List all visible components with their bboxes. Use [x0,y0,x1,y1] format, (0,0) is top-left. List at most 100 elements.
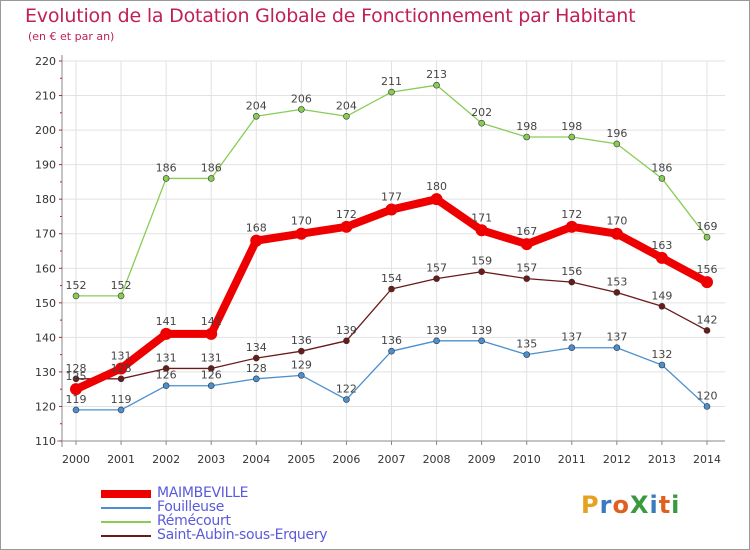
chart-title: Evolution de la Dotation Globale de Fonc… [25,5,636,27]
y-tick-label: 150 [35,297,56,310]
data-point-maimbeville [701,276,713,289]
data-label-maimbeville: 131 [111,349,132,362]
data-label-r-m-court: 198 [561,120,582,133]
data-label-saint-aubin-sous-erquery: 157 [426,262,447,275]
data-point-saint-aubin-sous-erquery [658,302,666,310]
series-saint-aubin-sous-erquery [72,268,711,383]
data-point-fouilleuse [433,337,440,345]
axes: 110 120 130 140 150 160 170 180 190 200 210 220 2000… [35,55,725,466]
data-label-saint-aubin-sous-erquery: 159 [471,255,492,268]
y-tick-label: 170 [35,228,56,241]
data-point-r-m-court [252,112,260,120]
data-point-maimbeville [385,203,398,216]
data-point-fouilleuse [613,344,621,352]
data-label-fouilleuse: 129 [291,358,312,371]
data-label-fouilleuse: 136 [381,334,402,347]
legend-label-remecourt: Rémécourt [157,513,231,529]
data-point-fouilleuse [388,347,395,355]
data-label-saint-aubin-sous-erquery: 153 [606,275,627,288]
x-tick-label: 2011 [558,453,586,466]
data-label-maimbeville: 170 [291,215,312,228]
logo-letter: i [649,491,659,519]
data-label-maimbeville: 163 [651,239,672,252]
data-point-maimbeville [520,238,533,251]
legend-swatch-saint-aubin [101,535,151,537]
chart-subtitle: (en € et par an) [28,30,115,43]
logo-letter: P [581,491,600,519]
x-tick-label: 2006 [332,453,360,466]
data-label-r-m-court: 196 [606,127,627,140]
data-point-fouilleuse [252,375,260,383]
x-tick-label: 2009 [468,453,496,466]
data-point-maimbeville [160,327,173,340]
data-label-fouilleuse: 126 [156,369,177,382]
data-point-saint-aubin-sous-erquery [252,354,260,362]
series-fouilleuse [72,337,711,414]
data-point-saint-aubin-sous-erquery [703,327,711,334]
data-label-saint-aubin-sous-erquery: 149 [651,289,672,302]
logo-letter: o [612,491,630,519]
data-label-fouilleuse: 126 [201,369,222,382]
data-point-fouilleuse [703,403,711,410]
data-point-saint-aubin-sous-erquery [613,289,621,296]
proxiti-logo: ProXiti [581,491,680,519]
data-label-saint-aubin-sous-erquery: 154 [381,272,402,285]
data-point-saint-aubin-sous-erquery [117,375,125,383]
data-label-maimbeville: 172 [336,208,357,221]
data-label-saint-aubin-sous-erquery: 139 [336,324,357,337]
data-point-maimbeville [475,224,488,237]
data-label-maimbeville: 156 [697,263,718,276]
data-point-fouilleuse [72,406,80,414]
data-label-saint-aubin-sous-erquery: 136 [291,334,312,347]
data-point-saint-aubin-sous-erquery [388,285,395,293]
data-point-maimbeville [295,227,308,240]
data-point-saint-aubin-sous-erquery [298,347,305,355]
data-point-r-m-court [117,292,125,300]
x-tick-label: 2004 [242,453,270,466]
series-r-m-court [72,81,711,300]
y-tick-label: 180 [35,193,56,206]
data-label-r-m-court: 204 [246,99,267,112]
data-label-maimbeville: 141 [201,315,222,328]
data-label-r-m-court: 206 [291,92,312,105]
data-label-fouilleuse: 120 [697,389,718,402]
y-tick-label: 130 [35,366,56,379]
logo-letter: t [658,491,672,519]
data-label-r-m-court: 152 [66,279,87,292]
legend-swatch-fouilleuse [101,507,151,509]
data-label-r-m-court: 186 [201,161,222,174]
y-tick-label: 200 [35,124,56,137]
x-tick-label: 2014 [693,453,721,466]
data-label-saint-aubin-sous-erquery: 157 [516,262,537,275]
legend-label-saint-aubin: Saint-Aubin-sous-Erquery [157,527,328,543]
data-label-saint-aubin-sous-erquery: 156 [561,265,582,278]
data-point-fouilleuse [523,351,531,358]
data-point-r-m-court [658,175,666,182]
x-tick-label: 2000 [62,453,90,466]
x-tick-label: 2005 [287,453,315,466]
data-point-r-m-court [613,140,621,148]
y-tick-label: 210 [35,90,56,103]
data-point-r-m-court [72,292,80,300]
data-label-maimbeville: 125 [66,370,87,383]
logo-letter: X [629,491,650,519]
data-point-maimbeville [565,220,578,233]
data-label-maimbeville: 170 [606,215,627,228]
x-tick-label: 2008 [423,453,451,466]
data-label-fouilleuse: 132 [651,348,672,361]
data-point-saint-aubin-sous-erquery [162,365,170,372]
data-label-saint-aubin-sous-erquery: 128 [111,362,132,375]
data-label-r-m-court: 152 [111,279,132,292]
series-maimbeville [70,193,713,396]
data-label-maimbeville: 168 [246,222,267,235]
data-point-r-m-court [207,175,215,182]
data-point-r-m-court [478,119,485,127]
data-label-saint-aubin-sous-erquery: 134 [246,341,267,354]
data-point-maimbeville [340,220,353,233]
data-label-fouilleuse: 137 [606,331,627,344]
data-point-maimbeville [250,234,263,247]
data-label-fouilleuse: 139 [426,324,447,337]
